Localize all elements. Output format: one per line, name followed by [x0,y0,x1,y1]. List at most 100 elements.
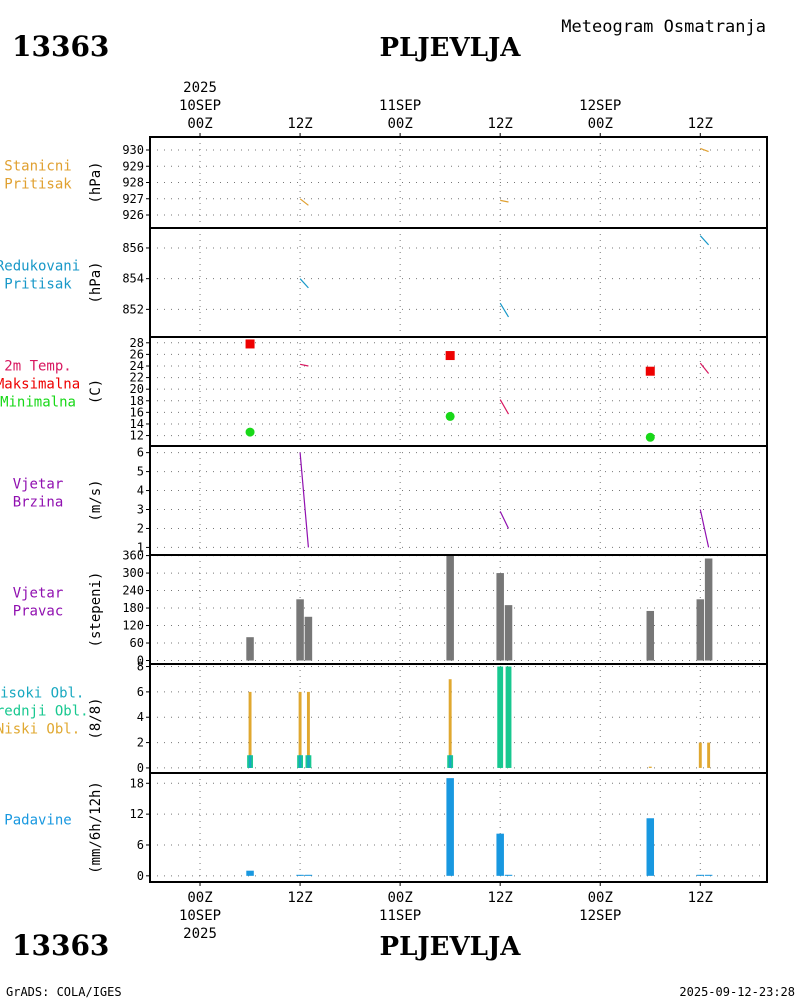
x-tick-label: 12Z [488,890,513,906]
panel-label: Stanicni [4,159,71,175]
y-tick-label: 240 [122,584,144,598]
tmin-marker [645,432,655,442]
y-tick-label: 856 [122,241,144,255]
bar [707,742,711,768]
series-line [699,235,710,246]
x-tick-label: 00Z [387,890,412,906]
y-tick-label: 28 [130,336,144,350]
station-name: PLJEVLJA [380,33,522,63]
tmin-marker [445,411,455,421]
unit-label: (stepeni) [88,572,104,648]
panel-frame [149,227,768,338]
panel-wind_speed: 1 2 3 4 5 6 (m/s) Vjetar Brzina [13,445,768,556]
x-tick-label: 00Z [187,890,212,906]
bar [296,599,304,661]
bar [307,755,310,768]
panel-frame [149,445,768,556]
bar [504,874,513,876]
bar [646,610,655,661]
y-tick-label: 24 [130,359,144,373]
x-tick-label: 10SEP [179,908,221,924]
panel-label: Srednji Obl. [0,704,89,720]
panel-label: Minimalna [0,395,76,411]
bar [497,666,504,768]
bar [448,755,452,768]
panel-label: Pritisak [4,177,72,193]
bar [304,616,313,661]
bar [496,573,504,661]
x-tick-label: 11SEP [379,908,421,924]
bar [698,742,702,768]
bar [704,874,713,876]
x-tick-label: 12Z [287,890,312,906]
panel-frame [149,336,768,447]
y-tick-label: 14 [130,417,144,431]
y-tick-label: 18 [130,394,144,408]
y-tick-label: 0 [137,761,144,775]
series-line [499,399,510,415]
render-timestamp: 2025-09-12-23:28 [679,985,795,999]
x-tick-label: 2025 [183,926,217,942]
series-line [499,511,510,529]
y-tick-label: 852 [122,302,144,316]
panel-label: Pritisak [4,277,72,293]
bar [248,755,252,768]
panel-label: Vjetar [13,477,64,493]
bar [306,691,310,768]
unit-label: (hPa) [88,261,104,303]
series-line [499,302,510,318]
y-tick-label: 0 [137,654,144,668]
bar [704,558,713,661]
series-line [299,278,309,289]
chart-subtitle: Meteogram Osmatranja [561,17,766,37]
unit-label: (8/8) [88,697,104,739]
y-tick-label: 60 [130,636,144,650]
y-tick-label: 0 [137,869,144,883]
y-tick-label: 22 [130,371,144,385]
y-tick-label: 16 [130,405,144,419]
x-tick-label: 12Z [287,116,312,132]
series-line [700,147,709,153]
bar [648,766,652,768]
station-id: 13363 [12,30,109,63]
bar [446,555,454,661]
x-tick-label: 00Z [588,116,613,132]
unit-label: (C) [88,379,104,404]
x-year-label: 2025 [183,80,217,96]
series-line [299,452,309,548]
y-tick-label: 20 [130,382,144,396]
bar [298,691,302,768]
footer-station-id: 13363 [12,929,109,962]
panel-label: Maksimalna [0,377,80,393]
tmin-marker [245,427,255,437]
x-tick-label: 00Z [588,890,613,906]
y-tick-label: 12 [130,429,144,443]
y-tick-label: 929 [122,159,144,173]
x-tick-label: 11SEP [379,98,421,114]
y-tick-label: 26 [130,347,144,361]
x-tick-label: 12SEP [579,98,621,114]
panel-label: Padavine [4,813,71,829]
bar [296,874,304,876]
y-tick-label: 120 [122,619,144,633]
bar [505,666,512,768]
x-tick-label: 00Z [387,116,412,132]
panel-label: Vjetar [13,586,64,602]
unit-label: (hPa) [88,161,104,203]
bar [248,691,252,768]
bar [504,605,513,661]
y-tick-label: 2 [137,736,144,750]
bar [446,778,454,876]
panel-frame [149,772,768,883]
bar [448,679,452,768]
series-line [699,362,710,374]
plot-area: 926927928929930(hPa)StanicniPritisak8528… [0,80,768,942]
series-line [699,509,710,548]
y-tick-label: 6 [137,685,144,699]
series-line [500,199,509,203]
bar [646,818,655,876]
footer-station-name: PLJEVLJA [380,932,522,962]
y-tick-label: 6 [137,838,144,852]
